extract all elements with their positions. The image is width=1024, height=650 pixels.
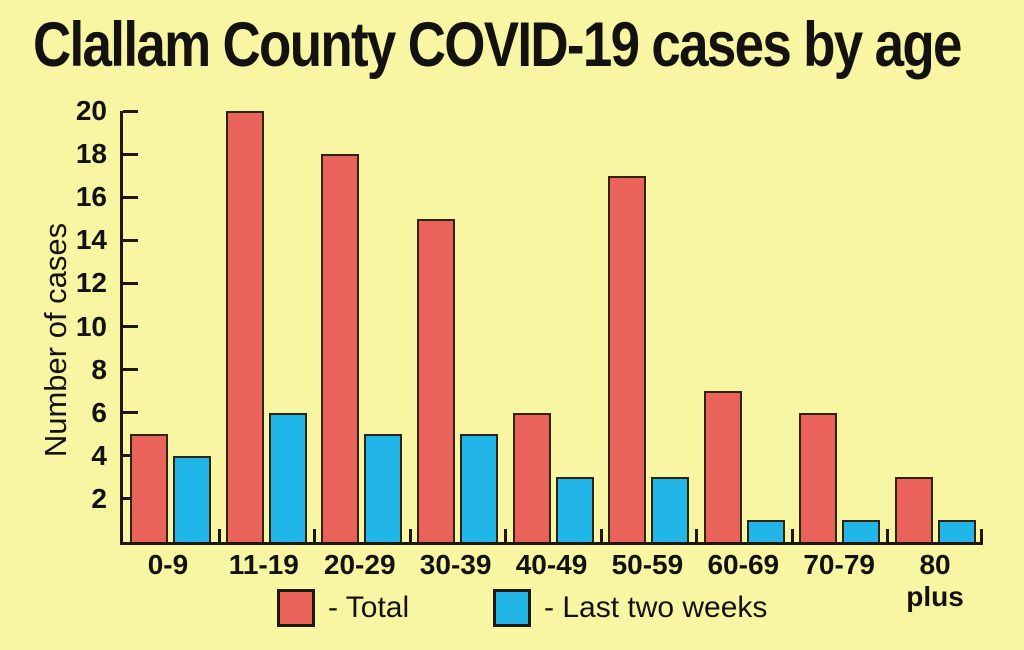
y-tick-label-14: 14 xyxy=(75,224,107,256)
x-tick-8 xyxy=(886,529,889,542)
y-tick-10 xyxy=(123,325,138,328)
plot-area: 2 4 6 8 10 12 14 16 18 20 xyxy=(76,96,983,545)
bar-total-50-59 xyxy=(608,175,647,542)
x-tick-5 xyxy=(600,529,603,542)
bar-total-40-49 xyxy=(512,412,551,542)
x-tick-9 xyxy=(980,529,983,542)
bar-group-50-59 xyxy=(601,175,697,542)
chart-title: Clallam County COVID-19 cases by age xyxy=(33,10,962,80)
y-tick-12 xyxy=(123,281,138,285)
bar-total-60-69 xyxy=(703,391,742,542)
bar-last-two-weeks-80 plus xyxy=(937,520,976,542)
y-tick-8 xyxy=(123,368,138,372)
bar-last-two-weeks-60-69 xyxy=(746,520,785,542)
x-tick-6 xyxy=(695,529,698,542)
x-label-70-79: 70-79 xyxy=(803,549,875,580)
y-tick-6 xyxy=(123,411,138,415)
bar-group-30-39 xyxy=(410,218,506,542)
bar-total-11-19 xyxy=(225,111,264,542)
bar-last-two-weeks-11-19 xyxy=(268,412,307,542)
x-label-0-9: 0-9 xyxy=(147,549,189,580)
bar-groups xyxy=(123,111,983,542)
y-tick-14 xyxy=(123,238,138,242)
x-label-50-59: 50-59 xyxy=(611,549,684,580)
y-tick-20 xyxy=(123,109,138,113)
legend-item-total: - Total xyxy=(277,588,409,628)
bar-last-two-weeks-50-59 xyxy=(651,477,690,542)
bar-group-80 plus xyxy=(888,477,984,542)
x-tick-7 xyxy=(791,529,794,542)
x-tick-3 xyxy=(409,529,412,542)
x-tick-2 xyxy=(313,529,316,542)
x-label-30-39: 30-39 xyxy=(419,549,492,580)
bar-group-0-9 xyxy=(123,434,219,542)
bar-last-two-weeks-40-49 xyxy=(555,477,594,542)
y-tick-18 xyxy=(123,152,138,156)
x-label-40-49: 40-49 xyxy=(515,549,588,580)
y-tick-label-2: 2 xyxy=(91,482,107,514)
bar-group-40-49 xyxy=(505,412,601,542)
bar-total-70-79 xyxy=(799,412,838,542)
bar-total-30-39 xyxy=(416,218,455,542)
legend-swatch-total xyxy=(277,589,315,627)
bar-group-20-29 xyxy=(314,154,410,542)
y-tick-label-8: 8 xyxy=(91,353,107,385)
legend-swatch-last-two-weeks xyxy=(493,589,531,627)
bar-last-two-weeks-30-39 xyxy=(459,434,498,542)
x-label-11-19: 11-19 xyxy=(228,549,299,580)
y-tick-label-20: 20 xyxy=(75,95,107,126)
x-label-20-29: 20-29 xyxy=(323,549,396,580)
bar-total-20-29 xyxy=(321,154,360,542)
x-axis-labels: 0-9 11-19 20-29 30-39 40-49 50-59 60-69 70-79 80… xyxy=(120,549,983,613)
y-tick-label-18: 18 xyxy=(75,138,107,170)
y-tick-label-6: 6 xyxy=(91,396,107,428)
bar-group-70-79 xyxy=(792,412,888,542)
bar-group-60-69 xyxy=(696,391,792,542)
legend-item-last-two-weeks: - Last two weeks xyxy=(493,588,767,628)
bar-last-two-weeks-0-9 xyxy=(173,455,212,542)
bar-group-11-19 xyxy=(219,111,315,542)
legend-label-total: - Total xyxy=(328,591,410,624)
y-tick-label-4: 4 xyxy=(91,439,107,471)
bar-last-two-weeks-20-29 xyxy=(364,434,403,542)
x-label-80 plus: 80 plus xyxy=(906,549,964,612)
y-tick-label-12: 12 xyxy=(75,267,107,299)
y-tick-label-16: 16 xyxy=(75,181,107,213)
y-tick-label-10: 10 xyxy=(75,310,107,342)
bar-total-80 plus xyxy=(894,477,933,542)
x-tick-1 xyxy=(218,529,221,542)
y-tick-16 xyxy=(123,195,138,199)
x-tick-4 xyxy=(504,529,507,542)
x-label-60-69: 60-69 xyxy=(707,549,780,580)
bar-last-two-weeks-70-79 xyxy=(842,520,881,542)
bar-total-0-9 xyxy=(130,434,169,542)
legend-label-last-two-weeks: - Last two weeks xyxy=(544,591,768,624)
